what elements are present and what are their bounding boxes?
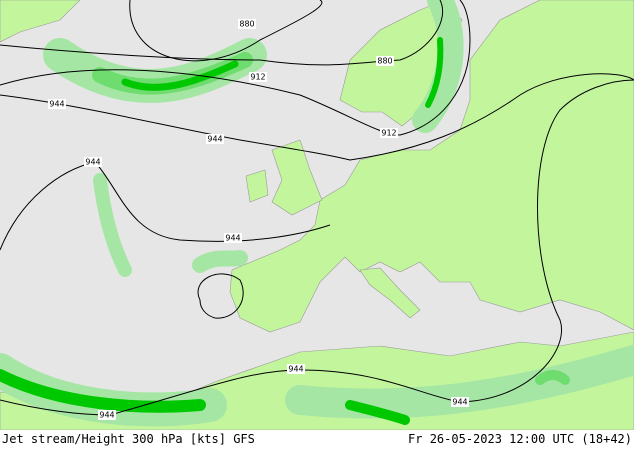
contour-label: 880 — [239, 20, 254, 29]
map-title: Jet stream/Height 300 hPa [kts] GFS — [2, 432, 255, 446]
contour-label: 944 — [225, 234, 240, 243]
contour-label: 944 — [49, 100, 64, 109]
contour-label: 944 — [452, 398, 467, 407]
contour-label: 944 — [85, 158, 100, 167]
contour-label: 944 — [207, 135, 222, 144]
valid-time: Fr 26-05-2023 12:00 UTC (18+42) — [408, 432, 632, 446]
contour-label: 912 — [250, 73, 265, 82]
contour-label: 912 — [381, 129, 396, 138]
contour-label: 944 — [99, 411, 114, 420]
contour-labels: 880 880 912 912 944 944 944 944 944 944 … — [48, 19, 469, 420]
map: 880 880 912 912 944 944 944 944 944 944 … — [0, 0, 634, 430]
footer: Jet stream/Height 300 hPa [kts] GFS Fr 2… — [0, 430, 634, 450]
contour-label: 880 — [377, 57, 392, 66]
contour-label: 944 — [288, 365, 303, 374]
